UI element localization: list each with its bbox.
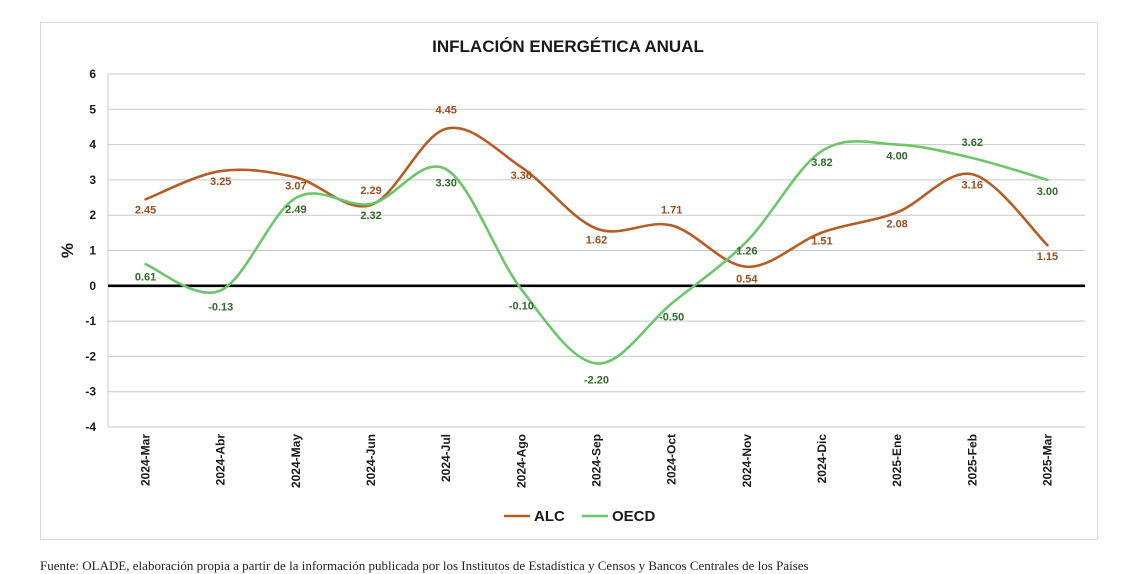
y-tick-label: 5 <box>89 102 96 116</box>
y-tick-label: -3 <box>85 385 96 399</box>
data-label-oecd: 3.30 <box>435 177 456 189</box>
y-tick-label: -4 <box>85 420 96 434</box>
data-label-alc: 3.36 <box>511 170 532 182</box>
data-label-oecd: 2.32 <box>360 210 381 222</box>
y-tick-label: -1 <box>85 314 96 328</box>
source-footnote: Fuente: OLADE, elaboración propia a part… <box>40 558 1100 574</box>
data-label-alc: 3.07 <box>285 180 306 192</box>
legend-label-alc: ALC <box>534 508 565 525</box>
x-tick-label: 2024-Ago <box>514 434 528 488</box>
y-tick-label: 0 <box>89 279 96 293</box>
y-tick-label: 3 <box>89 173 96 187</box>
chart-title: INFLACIÓN ENERGÉTICA ANUAL <box>432 37 704 56</box>
data-label-alc: 2.29 <box>360 185 381 197</box>
x-tick-label: 2024-Jun <box>364 434 378 486</box>
x-tick-label: 2024-Oct <box>665 434 679 485</box>
data-label-oecd: 1.26 <box>736 245 757 257</box>
y-tick-label: 1 <box>89 244 96 258</box>
data-label-alc: 4.45 <box>435 105 456 117</box>
x-tick-label: 2024-Jul <box>439 434 453 482</box>
data-label-alc: 3.16 <box>962 179 983 191</box>
data-label-oecd: 4.00 <box>886 151 907 163</box>
data-label-alc: 3.25 <box>210 176 231 188</box>
data-label-alc: 1.62 <box>586 235 607 247</box>
data-label-oecd: -0.10 <box>509 300 534 312</box>
data-label-oecd: -0.13 <box>208 301 233 313</box>
y-tick-label: 2 <box>89 208 96 222</box>
data-label-oecd: 3.82 <box>811 157 832 169</box>
legend-label-oecd: OECD <box>612 508 656 525</box>
x-tick-label: 2025-Mar <box>1040 434 1054 486</box>
y-tick-label: -2 <box>85 349 96 363</box>
data-label-oecd: 3.62 <box>962 137 983 149</box>
data-label-alc: 2.08 <box>886 218 907 230</box>
data-label-oecd: -2.20 <box>584 374 609 386</box>
y-tick-label: 6 <box>89 67 96 81</box>
data-label-alc: 0.54 <box>736 274 758 286</box>
data-label-alc: 1.51 <box>811 235 832 247</box>
x-tick-label: 2024-Mar <box>139 434 153 486</box>
data-label-oecd: -0.50 <box>659 311 684 323</box>
x-tick-label: 2024-Abr <box>214 434 228 486</box>
x-tick-label: 2025-Feb <box>965 434 979 486</box>
x-tick-label: 2024-May <box>289 434 303 488</box>
data-label-oecd: 3.00 <box>1037 186 1058 198</box>
x-tick-label: 2024-Nov <box>740 434 754 488</box>
data-label-oecd: 2.49 <box>285 204 306 216</box>
x-tick-label: 2025-Ene <box>890 434 904 487</box>
x-tick-label: 2024-Dic <box>815 434 829 484</box>
y-tick-label: 4 <box>89 138 96 152</box>
y-axis-title: % <box>58 243 77 258</box>
data-label-alc: 2.45 <box>135 204 156 216</box>
data-label-alc: 1.71 <box>661 204 682 216</box>
data-label-alc: 1.15 <box>1037 251 1058 263</box>
x-tick-label: 2024-Sep <box>590 434 604 487</box>
data-label-oecd: 0.61 <box>135 271 156 283</box>
